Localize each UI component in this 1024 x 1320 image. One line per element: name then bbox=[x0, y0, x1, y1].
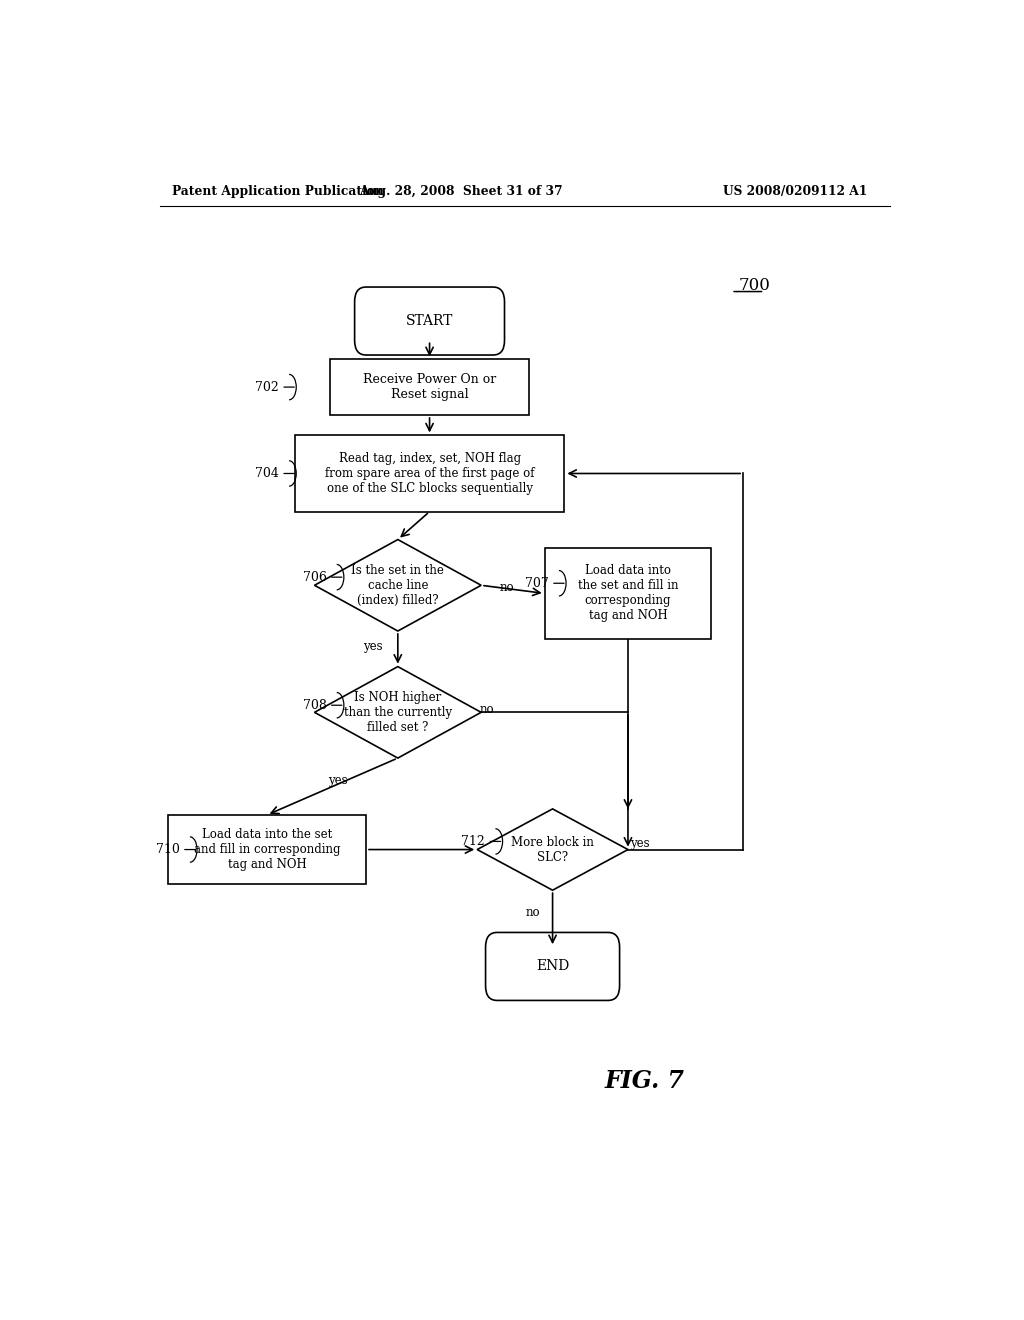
Text: Is the set in the
cache line
(index) filled?: Is the set in the cache line (index) fil… bbox=[351, 564, 444, 607]
Text: 708: 708 bbox=[303, 698, 327, 711]
Text: 707: 707 bbox=[524, 577, 549, 590]
Text: 700: 700 bbox=[739, 277, 771, 294]
Bar bbox=[545, 548, 712, 639]
Text: START: START bbox=[406, 314, 454, 329]
Text: yes: yes bbox=[630, 837, 649, 850]
Text: More block in
SLC?: More block in SLC? bbox=[511, 836, 594, 863]
Polygon shape bbox=[314, 540, 481, 631]
FancyBboxPatch shape bbox=[485, 932, 620, 1001]
Text: 704: 704 bbox=[255, 467, 279, 480]
FancyBboxPatch shape bbox=[354, 286, 505, 355]
Text: Read tag, index, set, NOH flag
from spare area of the first page of
one of the S: Read tag, index, set, NOH flag from spar… bbox=[325, 451, 535, 495]
Text: Is NOH higher
than the currently
filled set ?: Is NOH higher than the currently filled … bbox=[344, 690, 452, 734]
Text: yes: yes bbox=[362, 640, 382, 653]
Text: no: no bbox=[525, 906, 540, 919]
Bar bbox=[331, 359, 528, 414]
Text: yes: yes bbox=[329, 774, 348, 787]
Text: FIG. 7: FIG. 7 bbox=[604, 1069, 684, 1093]
Polygon shape bbox=[314, 667, 481, 758]
Text: Aug. 28, 2008  Sheet 31 of 37: Aug. 28, 2008 Sheet 31 of 37 bbox=[359, 185, 563, 198]
Text: Patent Application Publication: Patent Application Publication bbox=[172, 185, 384, 198]
Text: 706: 706 bbox=[303, 570, 327, 583]
Bar bbox=[168, 814, 367, 884]
Text: END: END bbox=[536, 960, 569, 973]
Text: 710: 710 bbox=[156, 843, 179, 857]
Polygon shape bbox=[477, 809, 628, 890]
Text: no: no bbox=[479, 702, 494, 715]
Text: Load data into the set
and fill in corresponding
tag and NOH: Load data into the set and fill in corre… bbox=[194, 828, 340, 871]
Text: Receive Power On or
Reset signal: Receive Power On or Reset signal bbox=[362, 374, 497, 401]
Text: 702: 702 bbox=[255, 380, 279, 393]
Text: Load data into
the set and fill in
corresponding
tag and NOH: Load data into the set and fill in corre… bbox=[578, 565, 678, 623]
Bar bbox=[295, 436, 564, 512]
Text: no: no bbox=[500, 581, 515, 594]
Text: 712: 712 bbox=[461, 836, 485, 847]
Text: US 2008/0209112 A1: US 2008/0209112 A1 bbox=[723, 185, 867, 198]
